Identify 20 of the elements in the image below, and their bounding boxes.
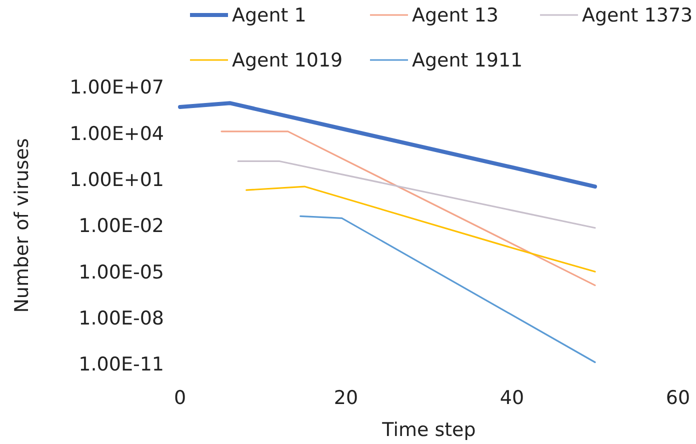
x-tick-label: 60 (666, 387, 690, 409)
x-tick-label: 0 (174, 387, 186, 409)
legend-label: Agent 1911 (412, 50, 523, 72)
y-tick-label: 1.00E+01 (70, 168, 164, 191)
y-tick-label: 1.00E-05 (78, 261, 164, 284)
y-tick-label: 1.00E-11 (78, 354, 164, 376)
x-tick-label: 20 (334, 387, 358, 409)
y-tick-label: 1.00E-08 (78, 307, 164, 330)
y-tick-label: 1.00E+04 (70, 122, 164, 145)
line-series (246, 186, 596, 272)
x-axis-title: Time step (381, 419, 476, 441)
legend-label: Agent 13 (412, 4, 498, 27)
legend-label: Agent 1373 (582, 4, 693, 27)
line-series (178, 101, 597, 189)
y-tick-label: 1.00E+07 (70, 76, 164, 99)
legend-label: Agent 1 (232, 4, 306, 27)
y-axis-title: Number of viruses (11, 138, 33, 313)
legend-label: Agent 1019 (232, 50, 343, 72)
x-tick-label: 40 (500, 387, 524, 409)
y-tick-label: 1.00E-02 (78, 215, 164, 238)
